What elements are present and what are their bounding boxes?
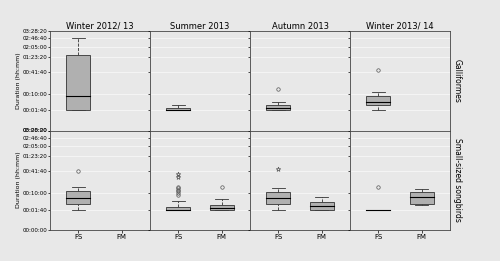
Title: Summer 2013: Summer 2013 — [170, 22, 230, 31]
Bar — [66, 191, 90, 204]
Bar — [410, 192, 434, 204]
Y-axis label: Duration (hh:mm): Duration (hh:mm) — [16, 53, 21, 109]
Bar — [310, 202, 334, 210]
Title: Winter 2012/ 13: Winter 2012/ 13 — [66, 22, 134, 31]
Y-axis label: Duration (hh:mm): Duration (hh:mm) — [16, 152, 21, 208]
Bar — [166, 108, 190, 110]
Bar — [210, 205, 234, 210]
Text: Small-sized songbirds: Small-sized songbirds — [453, 138, 462, 222]
Title: Winter 2013/ 14: Winter 2013/ 14 — [366, 22, 434, 31]
Bar — [266, 192, 290, 204]
Bar — [266, 105, 290, 110]
Bar — [166, 207, 190, 210]
Title: Autumn 2013: Autumn 2013 — [272, 22, 328, 31]
Text: Galliformes: Galliformes — [453, 59, 462, 103]
Bar — [66, 55, 90, 110]
Bar — [366, 96, 390, 105]
